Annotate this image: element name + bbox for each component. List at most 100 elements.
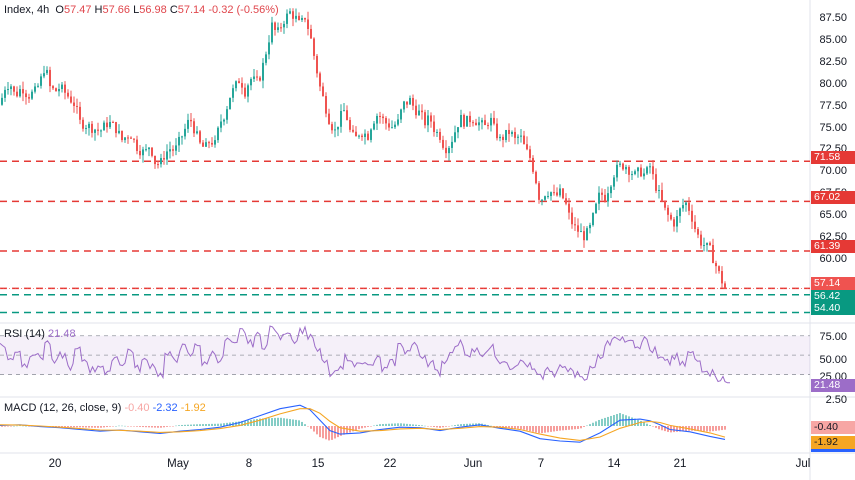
candle-body: [577, 225, 579, 232]
macd-histogram-bar: [718, 426, 720, 431]
candle-body: [13, 86, 15, 92]
candle-body: [73, 102, 75, 106]
candle-body: [643, 173, 645, 177]
macd-histogram-bar: [430, 426, 432, 427]
candle-body: [520, 135, 522, 137]
macd-histogram-bar: [160, 426, 162, 428]
macd-histogram-bar: [97, 426, 99, 428]
candle-body: [472, 122, 474, 124]
macd-histogram-bar: [10, 426, 12, 427]
candle-body: [592, 213, 594, 225]
macd-histogram-bar: [394, 423, 396, 426]
candle-body: [319, 73, 321, 87]
candle-body: [637, 167, 639, 172]
macd-histogram-bar: [721, 426, 723, 431]
candle-body: [208, 142, 210, 144]
macd-histogram-bar: [583, 426, 585, 427]
candle-body: [334, 129, 336, 131]
macd-histogram-bar: [490, 425, 492, 427]
macd-histogram-bar: [640, 420, 642, 426]
macd-histogram-bar: [238, 421, 240, 426]
candle-body: [634, 171, 636, 175]
candle-body: [88, 123, 90, 129]
candle-body: [145, 149, 147, 151]
macd-histogram-bar: [190, 424, 192, 426]
macd-histogram-bar: [283, 418, 285, 426]
candle-body: [106, 122, 108, 128]
candle-body: [658, 190, 660, 192]
candle-body: [685, 202, 687, 206]
candle-body: [349, 120, 351, 130]
candle-body: [361, 135, 363, 137]
candle-body: [535, 171, 537, 184]
candle-body: [94, 129, 96, 133]
macd-histogram-bar: [1, 426, 3, 427]
macd-histogram-bar: [649, 425, 651, 426]
candle-body: [154, 155, 156, 165]
candle-body: [232, 88, 234, 98]
candle-body: [430, 115, 432, 122]
candle-body: [538, 183, 540, 200]
time-label: 14: [607, 458, 621, 470]
price-tick: 77.50: [819, 100, 847, 112]
macd-histogram-bar: [292, 419, 294, 426]
macd-histogram-bar: [724, 426, 726, 430]
macd-histogram-bar: [106, 426, 108, 428]
level-label-61-39: 61.39: [811, 240, 855, 253]
rsi-tick: 75.00: [819, 331, 847, 343]
candle-body: [28, 97, 30, 99]
candle-body: [181, 136, 183, 138]
macd-histogram-bar: [88, 426, 90, 428]
candle-body: [496, 123, 498, 139]
macd-histogram-bar: [505, 426, 507, 429]
candle-body: [598, 192, 600, 204]
macd-histogram-bar: [370, 426, 372, 427]
macd-histogram-bar: [295, 419, 297, 426]
candle-body: [547, 196, 549, 198]
macd-histogram-bar: [436, 426, 438, 428]
candle-body: [112, 121, 114, 123]
candle-body: [409, 98, 411, 105]
macd-histogram-bar: [454, 425, 456, 426]
candle-body: [682, 205, 684, 209]
candle-body: [313, 38, 315, 56]
candle-body: [226, 109, 228, 120]
candle-body: [454, 132, 456, 142]
candle-body: [646, 167, 648, 174]
candle-body: [694, 221, 696, 230]
macd-histogram-bar: [553, 426, 555, 432]
macd-histogram-bar: [556, 426, 558, 432]
candle-body: [70, 96, 72, 103]
candle-body: [358, 135, 360, 137]
macd-histogram-bar: [442, 426, 444, 428]
candle-body: [574, 224, 576, 226]
macd-histogram-bar: [634, 418, 636, 426]
macd-histogram-bar: [130, 426, 132, 427]
candle-body: [517, 136, 519, 138]
candle-body: [97, 129, 99, 131]
macd-histogram-bar: [415, 424, 417, 426]
macd-histogram-bar: [406, 423, 408, 426]
macd-histogram-bar: [409, 424, 411, 426]
macd-histogram-bar: [655, 426, 657, 428]
macd-histogram-bar: [298, 420, 300, 426]
macd-histogram-bar: [388, 423, 390, 426]
macd-histogram-bar: [127, 426, 129, 427]
macd-histogram-bar: [103, 426, 105, 428]
time-label: 8: [245, 458, 253, 470]
candle-body: [619, 163, 621, 165]
candle-body: [55, 88, 57, 92]
candle-body: [166, 151, 168, 160]
macd-histogram-bar: [562, 426, 564, 431]
candle-body: [370, 129, 372, 140]
rsi-title: RSI (14): [4, 328, 45, 340]
close-label: C: [169, 4, 178, 16]
macd-histogram-bar: [508, 426, 510, 429]
macd-histogram-bar: [448, 426, 450, 427]
candle-body: [544, 196, 546, 200]
candle-body: [193, 121, 195, 134]
macd-histogram-bar: [526, 426, 528, 431]
candle-body: [61, 84, 63, 90]
candle-body: [346, 110, 348, 121]
candle-body: [601, 192, 603, 195]
